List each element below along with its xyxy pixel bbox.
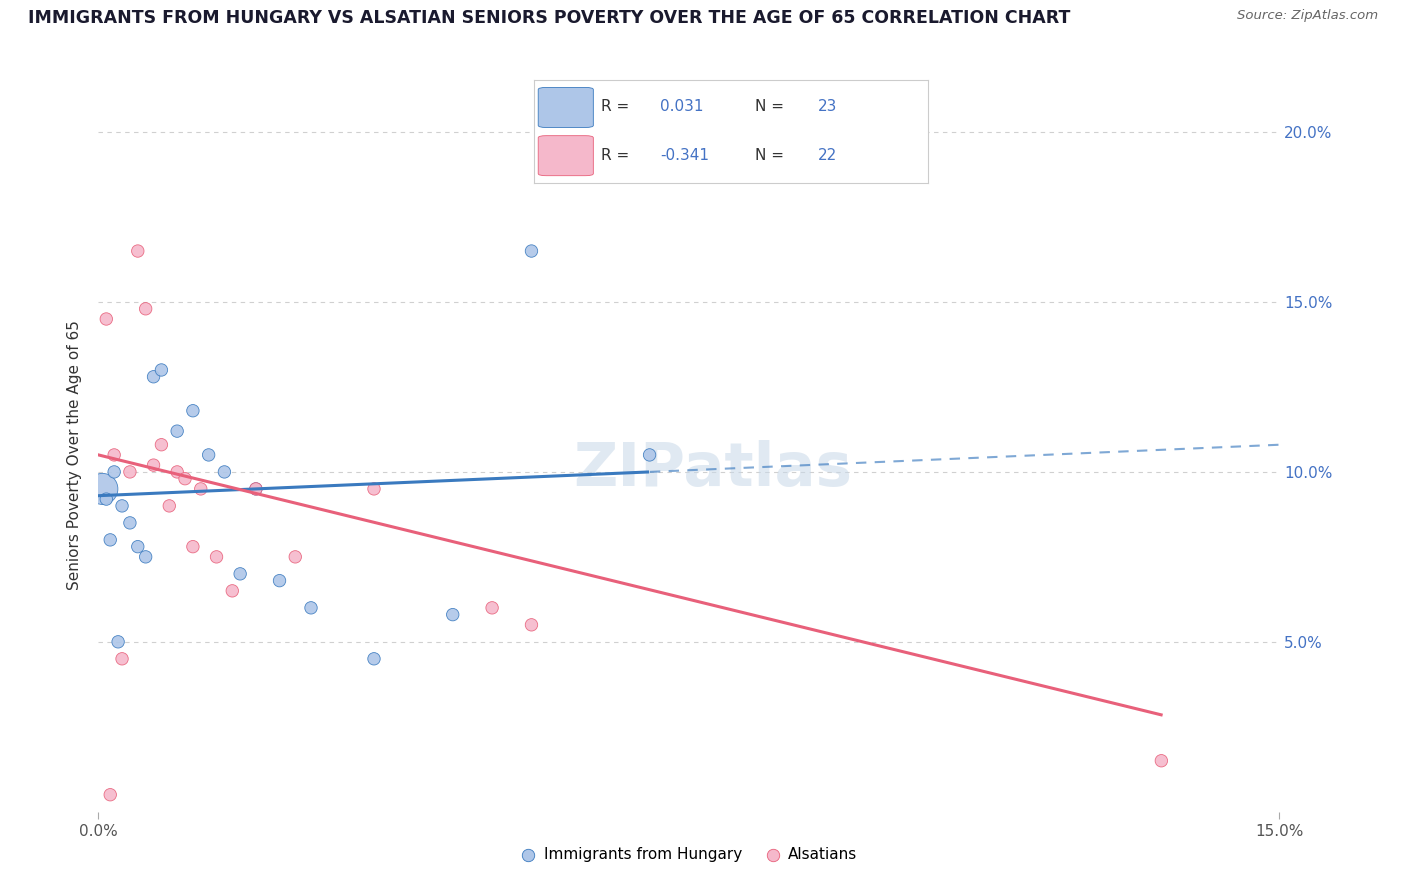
Text: 23: 23: [818, 99, 837, 114]
Text: R =: R =: [602, 148, 634, 162]
Text: ZIPatlas: ZIPatlas: [574, 440, 852, 499]
Point: [245, 482, 267, 496]
Point: [441, 607, 464, 622]
Point: [103, 465, 125, 479]
Point: [520, 244, 543, 258]
Point: [98, 533, 121, 547]
Point: [135, 301, 157, 316]
Point: [166, 465, 188, 479]
Text: N =: N =: [755, 148, 789, 162]
Point: [91, 482, 114, 496]
Point: [363, 482, 385, 496]
Text: 0.031: 0.031: [661, 99, 704, 114]
Point: [96, 312, 118, 326]
Point: [221, 583, 243, 598]
Point: [638, 448, 661, 462]
Point: [111, 499, 134, 513]
Point: [118, 465, 141, 479]
Point: [181, 540, 204, 554]
Point: [214, 465, 236, 479]
Point: [118, 516, 141, 530]
Point: [299, 600, 322, 615]
Point: [1150, 754, 1173, 768]
Point: [127, 244, 149, 258]
Point: [245, 482, 267, 496]
Point: [142, 369, 165, 384]
Point: [269, 574, 291, 588]
Text: IMMIGRANTS FROM HUNGARY VS ALSATIAN SENIORS POVERTY OVER THE AGE OF 65 CORRELATI: IMMIGRANTS FROM HUNGARY VS ALSATIAN SENI…: [28, 9, 1070, 27]
Point: [150, 363, 173, 377]
Point: [157, 499, 180, 513]
Y-axis label: Seniors Poverty Over the Age of 65: Seniors Poverty Over the Age of 65: [67, 320, 83, 590]
Text: N =: N =: [755, 99, 789, 114]
Point: [284, 549, 307, 564]
Point: [205, 549, 228, 564]
Point: [150, 438, 173, 452]
Point: [481, 600, 503, 615]
FancyBboxPatch shape: [538, 136, 593, 176]
Point: [181, 403, 204, 417]
Point: [111, 652, 134, 666]
Point: [174, 472, 197, 486]
Point: [127, 540, 149, 554]
Point: [96, 492, 118, 507]
Point: [107, 635, 129, 649]
Point: [229, 566, 252, 581]
Point: [135, 549, 157, 564]
Point: [197, 448, 219, 462]
Legend: Immigrants from Hungary, Alsatians: Immigrants from Hungary, Alsatians: [515, 841, 863, 868]
Text: -0.341: -0.341: [661, 148, 709, 162]
Text: R =: R =: [602, 99, 634, 114]
Point: [520, 617, 543, 632]
Point: [166, 424, 188, 438]
Point: [103, 448, 125, 462]
Text: 22: 22: [818, 148, 837, 162]
Point: [190, 482, 212, 496]
Text: Source: ZipAtlas.com: Source: ZipAtlas.com: [1237, 9, 1378, 22]
Point: [142, 458, 165, 472]
FancyBboxPatch shape: [538, 87, 593, 128]
Point: [363, 652, 385, 666]
Point: [98, 788, 121, 802]
